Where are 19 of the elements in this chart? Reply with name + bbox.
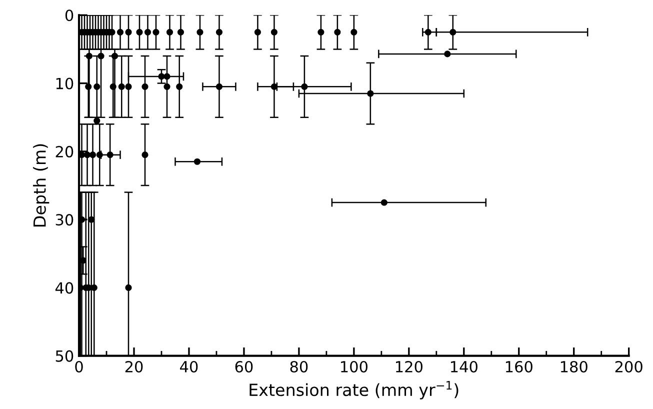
y-tick-label: 10 (56, 78, 74, 90)
x-tick-label: 140 (450, 360, 478, 373)
y-tick-label: 0 (65, 10, 74, 22)
y-axis-title: Depth (m) (33, 144, 50, 226)
x-tick-label: 120 (396, 360, 422, 373)
x-tick-label: 80 (290, 360, 308, 373)
x-tick-label: 60 (235, 360, 253, 373)
x-tick-label: 0 (75, 360, 83, 373)
x-tick-label: 100 (341, 360, 368, 373)
x-tick-label: 160 (506, 360, 532, 373)
x-tick-label: 200 (615, 360, 642, 373)
x-tick-label: 20 (125, 360, 143, 373)
y-tick-label: 20 (56, 146, 74, 158)
x-tick-label: 180 (560, 360, 588, 373)
x-tick-label: 40 (180, 360, 198, 373)
x-axis-title: Extension rate (mm yr$^{−1}$) (250, 381, 458, 400)
y-tick-label: 30 (56, 214, 74, 226)
y-tick-label: 40 (55, 282, 74, 294)
y-tick-label: 50 (56, 350, 74, 362)
